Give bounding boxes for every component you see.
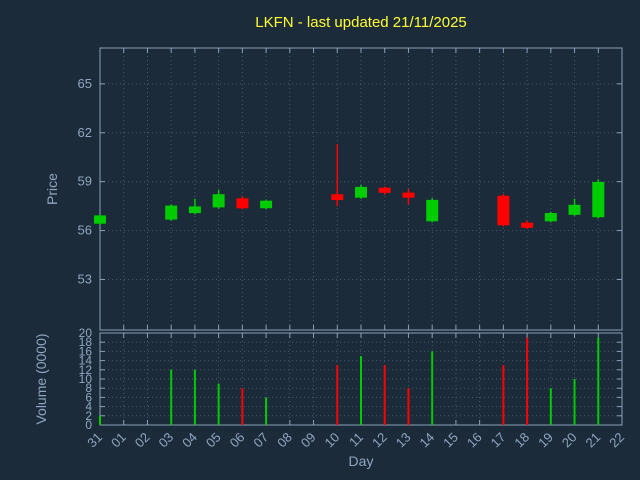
candle [568,198,581,216]
volume-axis-label: Volume (0000) [33,333,49,424]
candle [544,211,557,223]
volume-tick-label: 12 [79,363,93,377]
candle [188,198,201,215]
candle [521,220,534,229]
candle [355,184,367,199]
price-tick-label: 56 [78,223,92,238]
candle [331,144,344,207]
volume-tick-label: 6 [85,390,92,404]
volume-tick-label: 2 [85,409,92,423]
candle [426,197,439,223]
price-axis-label: Price [44,173,60,205]
price-tick-label: 62 [78,125,92,140]
candle [402,189,415,205]
candles-layer [94,144,605,229]
price-tick-label: 65 [78,76,92,91]
volume-tick-label: 14 [79,354,93,368]
volume-tick-label: 20 [79,326,93,340]
candle [592,179,605,219]
volume-tick-label: 10 [79,372,93,386]
volume-tick-label: 8 [85,381,92,395]
candle [94,214,106,225]
x-axis-label: Day [349,453,374,469]
price-tick-label: 59 [78,174,92,189]
candle [378,186,391,195]
candle [260,199,273,210]
chart-title: LKFN - last updated 21/11/2025 [255,14,467,31]
volume-tick-label: 18 [79,335,93,349]
volume-tick-label: 16 [79,344,93,358]
price-tick-label: 53 [78,271,92,286]
candle [212,189,225,209]
volume-bars-layer [99,337,600,425]
candle [236,196,249,210]
volume-tick-label: 4 [85,400,92,414]
candle [497,193,510,227]
candle [165,204,178,221]
volume-tick-label: 0 [85,418,92,432]
